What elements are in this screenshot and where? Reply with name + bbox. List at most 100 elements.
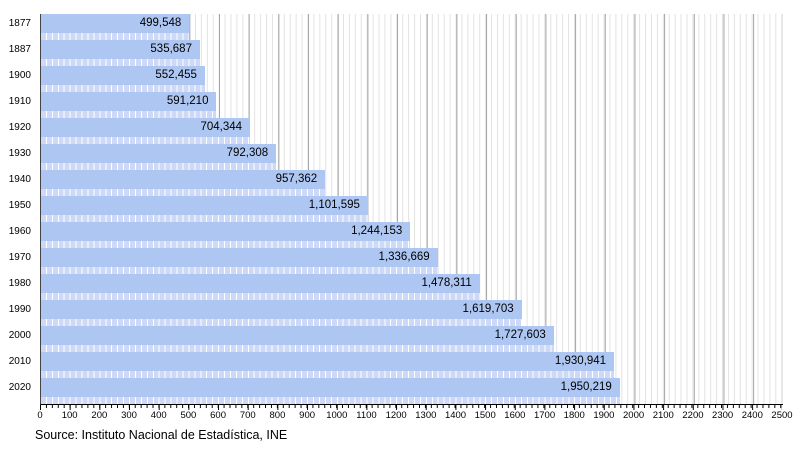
bar-bottom-strip	[41, 163, 277, 170]
chart-row: 792,308	[41, 144, 783, 170]
bar-bottom-strip	[41, 345, 554, 352]
y-axis-label: 1950	[8, 200, 31, 211]
chart-row: 957,362	[41, 170, 783, 196]
bar: 499,548	[41, 14, 190, 33]
bar-value-label: 1,478,311	[421, 277, 472, 289]
bar-wrap: 1,619,703	[41, 300, 522, 326]
x-tick-label: 1000	[326, 410, 348, 421]
chart-row: 1,101,595	[41, 196, 783, 222]
bar-bottom-strip	[41, 33, 190, 40]
bar: 552,455	[41, 66, 205, 85]
x-tick-label: 1700	[533, 410, 556, 421]
bar-value-label: 591,210	[166, 95, 209, 107]
chart-row: 591,210	[41, 92, 783, 118]
x-tick-label: 2000	[623, 410, 645, 421]
y-axis-label: 1930	[8, 148, 31, 159]
chart-row: 1,244,153	[41, 222, 783, 248]
bar: 1,336,669	[41, 248, 438, 267]
x-tick-label: 0	[37, 410, 43, 421]
y-axis-label: 1910	[8, 96, 31, 107]
x-tick-label: 300	[121, 410, 137, 421]
bar-wrap: 1,101,595	[41, 196, 368, 222]
x-tick-label: 1900	[593, 410, 615, 421]
bar-value-label: 552,455	[155, 69, 197, 81]
bar-value-label: 1,950,219	[560, 381, 612, 393]
bar: 1,478,311	[41, 274, 480, 293]
x-tick-label: 1200	[385, 410, 407, 421]
bar-bottom-strip	[41, 319, 522, 326]
bar-wrap: 1,950,219	[41, 378, 620, 404]
x-tick-label: 2400	[741, 410, 763, 421]
x-tick-label: 100	[61, 410, 78, 421]
bar-value-label: 1,930,941	[554, 355, 607, 367]
bar: 591,210	[41, 92, 217, 111]
bar-value-label: 957,362	[275, 173, 318, 185]
bar-value-label: 1,619,703	[462, 303, 514, 315]
bar-bottom-strip	[41, 111, 217, 118]
chart-row: 552,455	[41, 66, 783, 92]
bar-bottom-strip	[41, 371, 615, 378]
y-axis-label: 1900	[8, 70, 31, 81]
bar-wrap: 591,210	[41, 92, 217, 118]
bar-wrap: 1,336,669	[41, 248, 438, 274]
bar-bottom-strip	[41, 397, 620, 404]
bar-value-label: 704,344	[200, 121, 243, 133]
bar-value-label: 792,308	[226, 147, 269, 159]
bar-value-label: 499,548	[139, 17, 182, 29]
chart-row: 499,548	[41, 14, 783, 40]
bar-wrap: 1,727,603	[41, 326, 554, 352]
x-tick-label: 1500	[474, 410, 496, 421]
x-tick-label: 200	[91, 410, 108, 421]
y-axis-label: 2010	[8, 356, 31, 367]
y-axis-label: 1970	[8, 252, 31, 263]
bar-bottom-strip	[41, 137, 251, 144]
x-tick-label: 1800	[563, 410, 585, 421]
bar-bottom-strip	[41, 215, 368, 222]
chart-row: 1,930,941	[41, 352, 783, 378]
bar-bottom-strip	[41, 267, 438, 274]
y-axis-labels: 1877 1887 1900 1910 1920 1930 1940 1950 1960 1970…	[0, 14, 36, 404]
y-axis-label: 1887	[8, 44, 31, 55]
chart-row: 1,727,603	[41, 326, 783, 352]
bar: 704,344	[41, 118, 251, 137]
bar-bottom-strip	[41, 59, 200, 66]
bar: 792,308	[41, 144, 277, 163]
chart-row: 704,344	[41, 118, 783, 144]
x-axis-labels: 0 100 200 300 400 500 600 700 800 900 1000 1100 1200…	[37, 410, 792, 422]
chart-row: 535,687	[41, 40, 783, 66]
bar-bottom-strip	[41, 189, 326, 196]
bar: 1,950,219	[41, 378, 620, 397]
x-tick-label: 1400	[444, 410, 467, 421]
bar-value-label: 535,687	[150, 43, 192, 55]
bar-wrap: 499,548	[41, 14, 190, 40]
x-tick-label: 500	[180, 410, 197, 421]
bar-value-label: 1,101,595	[308, 199, 360, 211]
bar-wrap: 1,478,311	[41, 274, 480, 300]
bar-bottom-strip	[41, 293, 480, 300]
y-axis-label: 1940	[8, 174, 31, 185]
y-axis-label: 1877	[8, 18, 31, 29]
source-note: Source: Instituto Nacional de Estadístic…	[35, 428, 288, 442]
chart-row: 1,336,669	[41, 248, 783, 274]
bar: 1,619,703	[41, 300, 522, 319]
y-axis-label: 2000	[8, 330, 31, 341]
x-tick-label: 600	[210, 410, 227, 421]
bar-wrap: 535,687	[41, 40, 200, 66]
x-axis-ticks	[40, 405, 782, 410]
bar: 1,727,603	[41, 326, 554, 345]
x-tick-label: 400	[150, 410, 167, 421]
bar-wrap: 1,930,941	[41, 352, 615, 378]
x-tick-label: 2300	[712, 410, 734, 421]
bar-value-label: 1,336,669	[378, 251, 430, 263]
bar: 1,244,153	[41, 222, 411, 241]
bar: 957,362	[41, 170, 326, 189]
bar-bottom-strip	[41, 85, 205, 92]
y-axis-label: 1990	[8, 304, 31, 315]
bar: 535,687	[41, 40, 200, 59]
x-tick-label: 2200	[682, 410, 704, 421]
x-tick-label: 800	[269, 410, 286, 421]
x-tick-label: 900	[299, 410, 316, 421]
chart-row: 1,950,219	[41, 378, 783, 404]
bar: 1,101,595	[41, 196, 368, 215]
